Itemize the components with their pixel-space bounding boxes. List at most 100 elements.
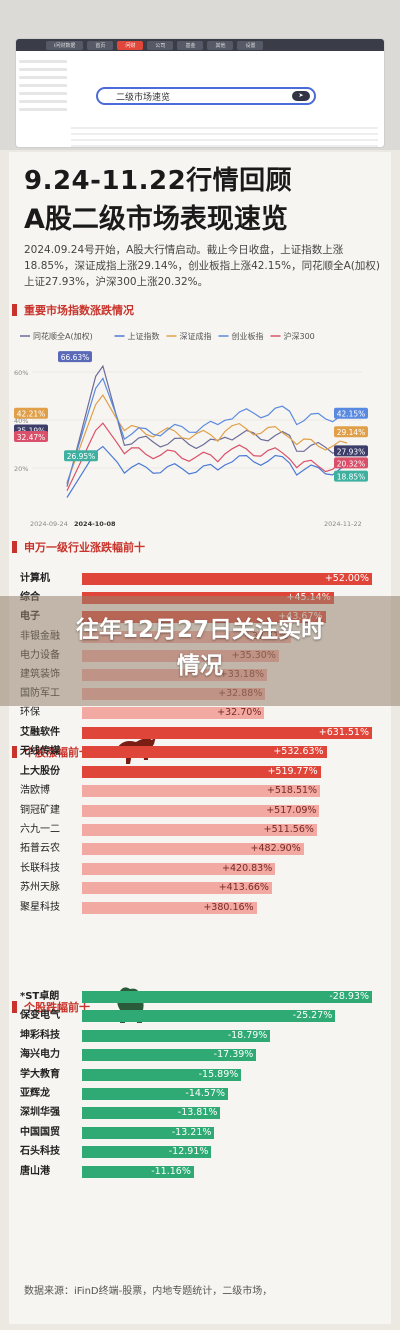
item-value: +519.77% [267,765,318,777]
list-item: 石头科技 -12.91% [20,1145,376,1159]
value-bar [82,746,327,759]
search-icon[interactable]: ➤ [292,91,310,101]
item-name: 铜冠矿建 [20,804,60,816]
list-item: 亚辉龙 -14.57% [20,1087,376,1101]
series-line [66,422,347,492]
peak-label-bg [58,351,92,363]
item-value: +532.63% [273,746,324,758]
item-name: 亚辉龙 [20,1088,50,1099]
legend-label: 创业板指 [232,331,264,341]
search-input[interactable]: 二级市场速览 ➤ [96,87,316,105]
item-value: +380.16% [203,901,254,913]
item-value: -13.81% [177,1107,218,1119]
item-name: 拓普云农 [20,843,60,855]
item-name: 艾融软件 [20,727,60,738]
x-tick-label: 2024-11-22 [324,520,362,528]
browser-tab[interactable]: 其他 [207,40,234,50]
list-item: 上大股份 +519.77% [20,765,376,779]
start-label: 42.21% [17,410,46,419]
start-label: 32.47% [17,433,46,442]
value-bar [82,1010,336,1023]
item-name: 长联科技 [20,862,60,874]
item-name: 学大教育 [20,1068,60,1080]
value-bar [82,882,272,895]
browser-tab-bar: i问财数据 首页 问财 公司 基金 其他 设置 [16,39,384,51]
list-item: 保变电气 -25.27% [20,1009,376,1023]
section-marker [12,541,17,553]
item-value: +511.56% [263,824,314,835]
browser-tab[interactable]: 基金 [177,40,204,50]
list-item: 长联科技 +420.83% [20,862,376,876]
value-bar [82,901,257,914]
end-label-bg [334,407,368,419]
intro-text: 2024.09.24号开始，A股大行情启动。截止今日收盘，上证指数上涨18.85… [24,244,380,288]
section-marker [12,304,17,316]
list-item: 聚星科技 +380.16% [20,901,376,915]
item-value: +631.51% [318,727,369,738]
value-bar [82,1165,194,1178]
series-line [66,394,348,483]
item-value: -14.57% [185,1088,226,1099]
data-source: 数据来源：iFinD终端-股票，内地专题统计，二级市场， [24,1286,273,1297]
item-value: +482.90% [250,843,301,855]
item-name: 深圳华强 [20,1107,60,1119]
item-name: 上大股份 [20,765,60,777]
item-value: +518.51% [266,785,318,797]
list-item: 无线传媒 +532.63% [20,745,376,759]
value-bar [82,804,320,817]
list-item: 中国国贸 -13.21% [20,1126,376,1140]
end-label: 42.15% [337,410,366,419]
start-label-bg [64,450,98,462]
list-item: 环保 +32.70% [20,706,376,720]
end-label: 27.93% [337,447,366,456]
browser-tab[interactable]: 首页 [87,40,114,50]
start-label: 26.95% [67,452,96,461]
list-item: 拓普云农 +482.90% [20,842,376,856]
item-name: 浩欧博 [20,785,50,797]
page-title: 9.24-11.22行情回顾 [24,166,293,196]
browser-window: i问财数据 首页 问财 公司 基金 其他 设置 二级市场速览 ➤ [15,38,385,148]
mini-sidebar [19,55,67,116]
value-bar [82,1126,215,1139]
section-title-industry: 申万一级行业涨跌幅前十 [24,541,145,554]
browser-tab[interactable]: 问财 [117,40,144,50]
value-bar [82,991,372,1003]
browser-tab[interactable]: 公司 [147,40,174,50]
y-tick-label: 20% [14,465,28,473]
item-name: 聚星科技 [20,901,60,913]
section-title-gainers: 个股涨幅前十 [24,746,90,759]
item-name: 石头科技 [20,1146,60,1158]
list-item: 铜冠矿建 +517.09% [20,804,376,818]
value-bar [82,862,276,875]
start-label-bg [14,431,48,442]
item-name: 保变电气 [20,1010,60,1022]
mini-table [71,123,378,147]
value-bar [82,824,317,836]
search-text: 二级市场速览 [116,92,171,103]
end-label-bg [334,426,368,438]
end-label-bg [334,470,368,482]
screenshot-header: i问财数据 首页 问财 公司 基金 其他 设置 二级市场速览 ➤ [0,0,400,150]
end-label: 20.32% [337,459,366,468]
list-item: 深圳华强 -13.81% [20,1106,376,1120]
end-label: 18.85% [337,473,366,482]
value-bar [82,727,372,739]
item-value: -13.21% [171,1126,212,1138]
item-value: -25.27% [292,1010,333,1022]
value-bar [82,1146,212,1159]
item-name: 唐山港 [20,1165,50,1177]
x-tick-label: 2024-09-24 [30,520,68,528]
value-bar [82,1088,229,1100]
list-item: 计算机 +52.00% [20,572,376,586]
browser-tab[interactable]: 设置 [237,40,264,50]
value-bar [82,573,372,585]
item-value: +413.66% [218,882,269,894]
item-value: +517.09% [266,804,317,816]
title-overlay: 往年12月27日关注实时 情况 [0,596,400,706]
legend-label: 同花顺全A(加权) [33,331,93,341]
x-tick-label: 2024-10-08 [74,520,116,528]
index-line-chart: 同花顺全A(加权) 上证指数 深证成指 创业板指 沪深300 60% 40% 20% 66.63… [14,331,368,528]
value-bar [82,1029,271,1042]
browser-tab[interactable]: i问财数据 [46,40,84,50]
section-title-index: 重要市场指数涨跌情况 [24,304,134,317]
